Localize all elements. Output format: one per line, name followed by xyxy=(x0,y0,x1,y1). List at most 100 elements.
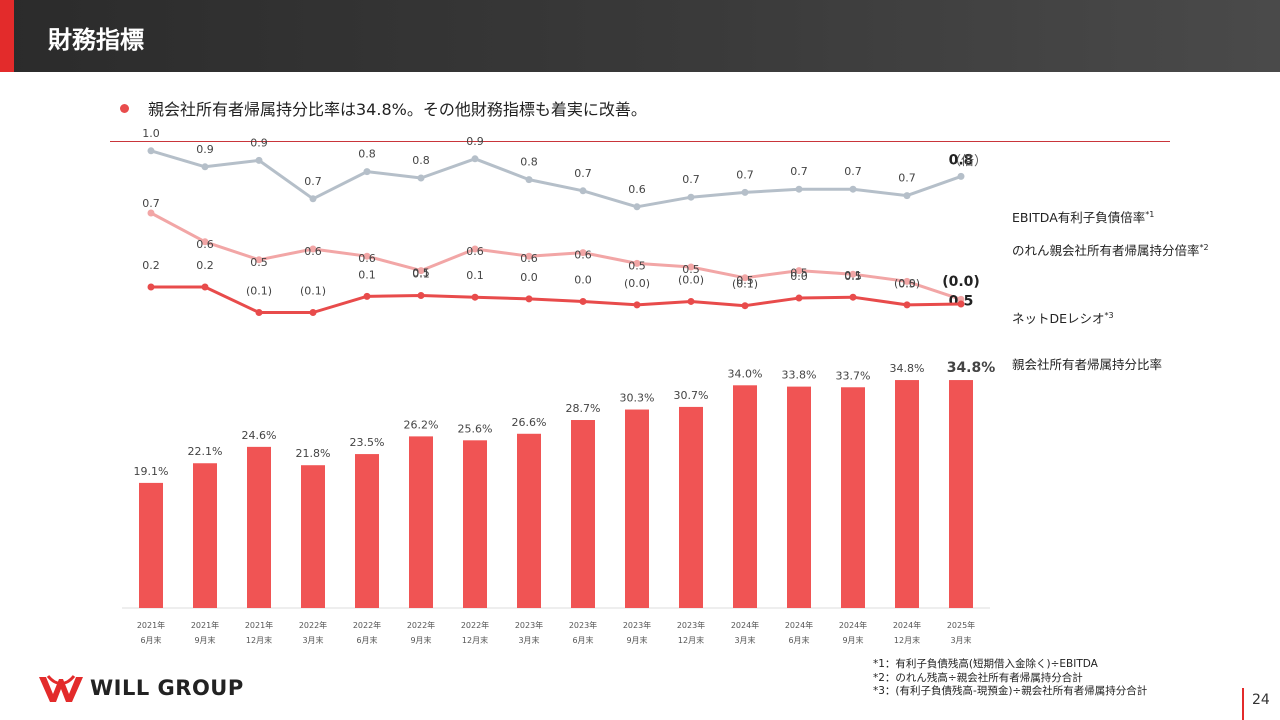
bar xyxy=(787,386,811,608)
series-point xyxy=(633,259,641,267)
series-point xyxy=(471,245,479,253)
line-data-label: 0.2 xyxy=(196,259,214,272)
line-data-label: (0.0) xyxy=(678,273,704,286)
divider xyxy=(110,141,1170,142)
line-data-label: 0.8 xyxy=(412,154,430,167)
line-data-label: 0.8 xyxy=(358,148,376,161)
line-data-label: 0.9 xyxy=(196,143,214,156)
bar-data-label: 26.2% xyxy=(404,418,439,431)
legend-ebitda-ratio: EBITDA有利子負債倍率*1 xyxy=(1012,207,1154,226)
bar-data-label: 30.7% xyxy=(674,389,709,402)
series-point xyxy=(579,249,587,257)
line-data-label: 0.9 xyxy=(466,135,484,148)
line-data-label: 0.7 xyxy=(142,197,160,210)
x-tick-label-year: 2024年 xyxy=(839,620,867,630)
bar-data-label: 34.8% xyxy=(890,362,925,375)
line-data-label: 0.0 xyxy=(790,270,808,283)
line-data-label: 1.0 xyxy=(142,127,160,140)
bar xyxy=(409,436,433,608)
footnotes: *1：有利子負債残高(短期借入金除く)÷EBITDA *2：のれん残高÷親会社所… xyxy=(873,658,1147,699)
line-data-label: 0.7 xyxy=(844,165,862,178)
bullet-icon xyxy=(120,104,129,113)
bar xyxy=(301,465,325,608)
page-number: 24 xyxy=(1252,692,1270,708)
bar xyxy=(625,409,649,608)
x-tick-label-period: 6月末 xyxy=(572,635,593,645)
bar xyxy=(679,406,703,608)
line-data-label: 0.8 xyxy=(949,152,974,168)
x-tick-label-period: 9月末 xyxy=(842,635,863,645)
series-point xyxy=(687,193,695,201)
x-tick-label-period: 12月末 xyxy=(894,635,920,645)
line-data-label: 0.5 xyxy=(898,277,916,290)
series-point xyxy=(147,283,155,291)
x-tick-label-period: 3月末 xyxy=(950,635,971,645)
bar xyxy=(895,380,919,608)
x-tick-label-year: 2022年 xyxy=(353,620,381,630)
bar xyxy=(247,446,271,608)
logo-mark-icon xyxy=(39,675,83,702)
line-data-label: 0.1 xyxy=(466,269,484,282)
series-point xyxy=(957,172,965,180)
series-point xyxy=(633,301,641,309)
series-point xyxy=(903,192,911,200)
bar-data-label: 34.0% xyxy=(728,367,763,380)
legend-note: *3 xyxy=(1104,310,1114,320)
line-data-label: 0.1 xyxy=(358,268,376,281)
series-point xyxy=(903,277,911,285)
x-tick-label-year: 2021年 xyxy=(137,620,165,630)
series-point xyxy=(849,185,857,193)
bar xyxy=(841,387,865,608)
series-point xyxy=(579,297,587,305)
line-data-label: 0.5 xyxy=(736,274,754,287)
bar-data-label: 25.6% xyxy=(458,422,493,435)
financial-indicators-chart: 19.1% 22.1% 24.6% 21.8% 23.5% 26.2% 25.6% 26.6%… xyxy=(122,127,995,645)
x-tick-label-period: 6月末 xyxy=(140,635,161,645)
series-point xyxy=(417,267,425,275)
series-point xyxy=(741,274,749,282)
page-number-bar xyxy=(1242,688,1244,720)
line-data-label: 0.6 xyxy=(628,183,646,196)
bar xyxy=(733,385,757,608)
headline: 親会社所有者帰属持分比率は34.8%。その他財務指標も着実に改善。 xyxy=(148,100,647,119)
line-data-label: 0.7 xyxy=(682,173,700,186)
series-line xyxy=(150,211,962,301)
x-tick-label-period: 3月末 xyxy=(302,635,323,645)
line-data-label: 0.7 xyxy=(736,168,754,181)
bar xyxy=(571,420,595,608)
logo-text: WILL GROUP xyxy=(90,676,244,700)
legend-net-de-ratio: ネットDEレシオ*3 xyxy=(1012,308,1114,327)
bar-data-label: 19.1% xyxy=(134,465,169,478)
line-data-label: 0.1 xyxy=(412,268,430,281)
series-point xyxy=(147,147,155,155)
series-point xyxy=(255,156,263,164)
series-point xyxy=(741,302,749,310)
x-tick-label-year: 2023年 xyxy=(515,620,543,630)
bar-data-label: 33.7% xyxy=(836,369,871,382)
line-data-label: 0.1 xyxy=(844,269,862,282)
line-data-label: (0.0) xyxy=(894,277,920,290)
x-tick-label-year: 2023年 xyxy=(623,620,651,630)
line-data-label: 0.6 xyxy=(520,252,538,265)
bar-data-label: 23.5% xyxy=(350,436,385,449)
x-tick-label-period: 12月末 xyxy=(246,635,272,645)
x-tick-label-year: 2021年 xyxy=(191,620,219,630)
line-data-label: 0.2 xyxy=(142,259,160,272)
series-point xyxy=(255,309,263,316)
line-data-label: 0.7 xyxy=(574,167,592,180)
legend-label: のれん親会社所有者帰属持分倍率 xyxy=(1012,243,1200,258)
x-tick-label-year: 2022年 xyxy=(407,620,435,630)
series-point xyxy=(525,176,533,184)
line-data-label: 0.5 xyxy=(844,270,862,283)
bar-data-label: 21.8% xyxy=(296,447,331,460)
bar-data-label: 22.1% xyxy=(188,445,223,458)
line-data-label: 0.7 xyxy=(304,175,322,188)
series-point xyxy=(309,309,317,316)
series-point xyxy=(201,283,209,291)
series-line xyxy=(151,285,962,314)
x-tick-label-period: 12月末 xyxy=(678,635,704,645)
series-point xyxy=(903,301,911,309)
legend-goodwill-ratio: のれん親会社所有者帰属持分倍率*2 xyxy=(1012,240,1209,259)
series-point xyxy=(255,256,263,264)
line-data-label: (0.0) xyxy=(942,274,980,290)
